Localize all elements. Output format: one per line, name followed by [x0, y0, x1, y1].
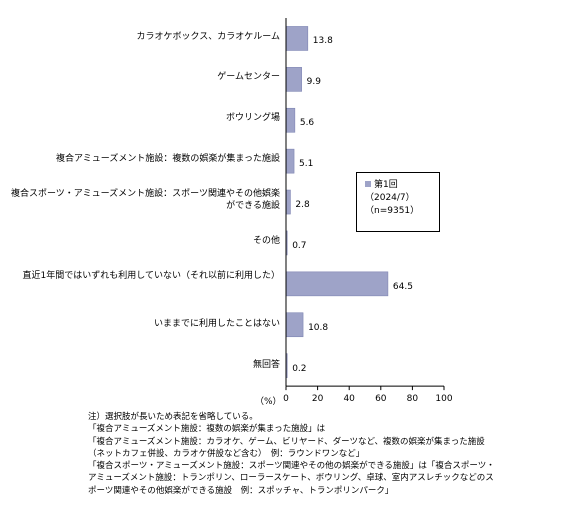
category-label: その他 — [252, 236, 280, 246]
footnote-line: 「複合アミューズメント施設：複数の娯楽が集まった施設」は — [88, 424, 326, 435]
category-label: 複合スポーツ・アミューズメント施設：スポーツ関連やその他娯楽ができる施設 — [10, 189, 280, 211]
value-label: 64.5 — [392, 281, 413, 292]
x-tick-label: 40 — [343, 394, 355, 404]
x-tick-label: 20 — [311, 394, 324, 404]
category-label: 無回答 — [252, 360, 280, 370]
legend-sample-size: （n=9351） — [365, 206, 420, 216]
value-label: 5.6 — [299, 118, 315, 129]
x-tick-label: 100 — [435, 394, 453, 404]
category-label: カラオケボックス、カラオケルーム — [136, 32, 280, 42]
category-label: ボウリング場 — [225, 113, 280, 123]
bar — [285, 271, 389, 297]
x-axis-unit-label: （%） — [255, 397, 282, 407]
legend: 第1回 （2024/7） （n=9351） — [356, 172, 440, 232]
bar — [285, 148, 295, 174]
category-label: ゲームセンター — [217, 72, 280, 82]
bar — [285, 312, 304, 338]
bar — [285, 67, 302, 92]
value-label: 10.8 — [308, 322, 329, 333]
x-tick-label: 60 — [375, 394, 387, 404]
legend-entry: 第1回 — [365, 179, 439, 192]
x-tick-label: 80 — [406, 394, 419, 404]
footnote-line: ポーツ関連やその他娯楽ができる施設 例：スポッチャ、トランポリンパーク」 — [88, 485, 394, 496]
value-label: 0.7 — [292, 240, 307, 251]
bar — [285, 189, 291, 215]
legend-period: （2024/7） — [365, 193, 415, 203]
footnote-line: アミューズメント施設：トランポリン、ローラースケート、ボウリング、卓球、室内アス… — [88, 473, 494, 484]
category-label: 直近1年間ではいずれも利用していない（それ以前に利用した） — [22, 271, 280, 281]
footnote-line: 注）選択肢が長いため表記を省略している。 — [88, 412, 258, 422]
footnote-line: 「複合アミューズメント施設：カラオケ、ゲーム、ビリヤード、ダーツなど、複数の娯楽… — [88, 436, 485, 447]
footnote-line: （ネットカフェ併設、カラオケ併設など含む） 例：ラウンドワンなど」 — [88, 448, 365, 459]
footnotes: 注）選択肢が長いため表記を省略している。「複合アミューズメント施設：複数の娯楽が… — [88, 411, 558, 497]
category-label: 複合アミューズメント施設：複数の娯楽が集まった施設 — [55, 154, 280, 164]
legend-swatch — [365, 181, 371, 187]
value-label: 0.2 — [292, 363, 307, 374]
bar — [285, 107, 296, 133]
bar — [285, 26, 309, 51]
value-label: 5.1 — [299, 159, 314, 170]
legend-label: 第1回 — [374, 180, 398, 190]
value-label: 13.8 — [312, 36, 333, 47]
value-label: 9.9 — [306, 77, 321, 88]
x-tick-label: 0 — [283, 394, 289, 404]
value-label: 2.8 — [295, 200, 310, 211]
footnote-line: 「複合スポーツ・アミューズメント施設：スポーツ関連やその他の娯楽ができる施設」は… — [88, 461, 495, 472]
category-label: いままでに利用したことはない — [153, 319, 280, 329]
